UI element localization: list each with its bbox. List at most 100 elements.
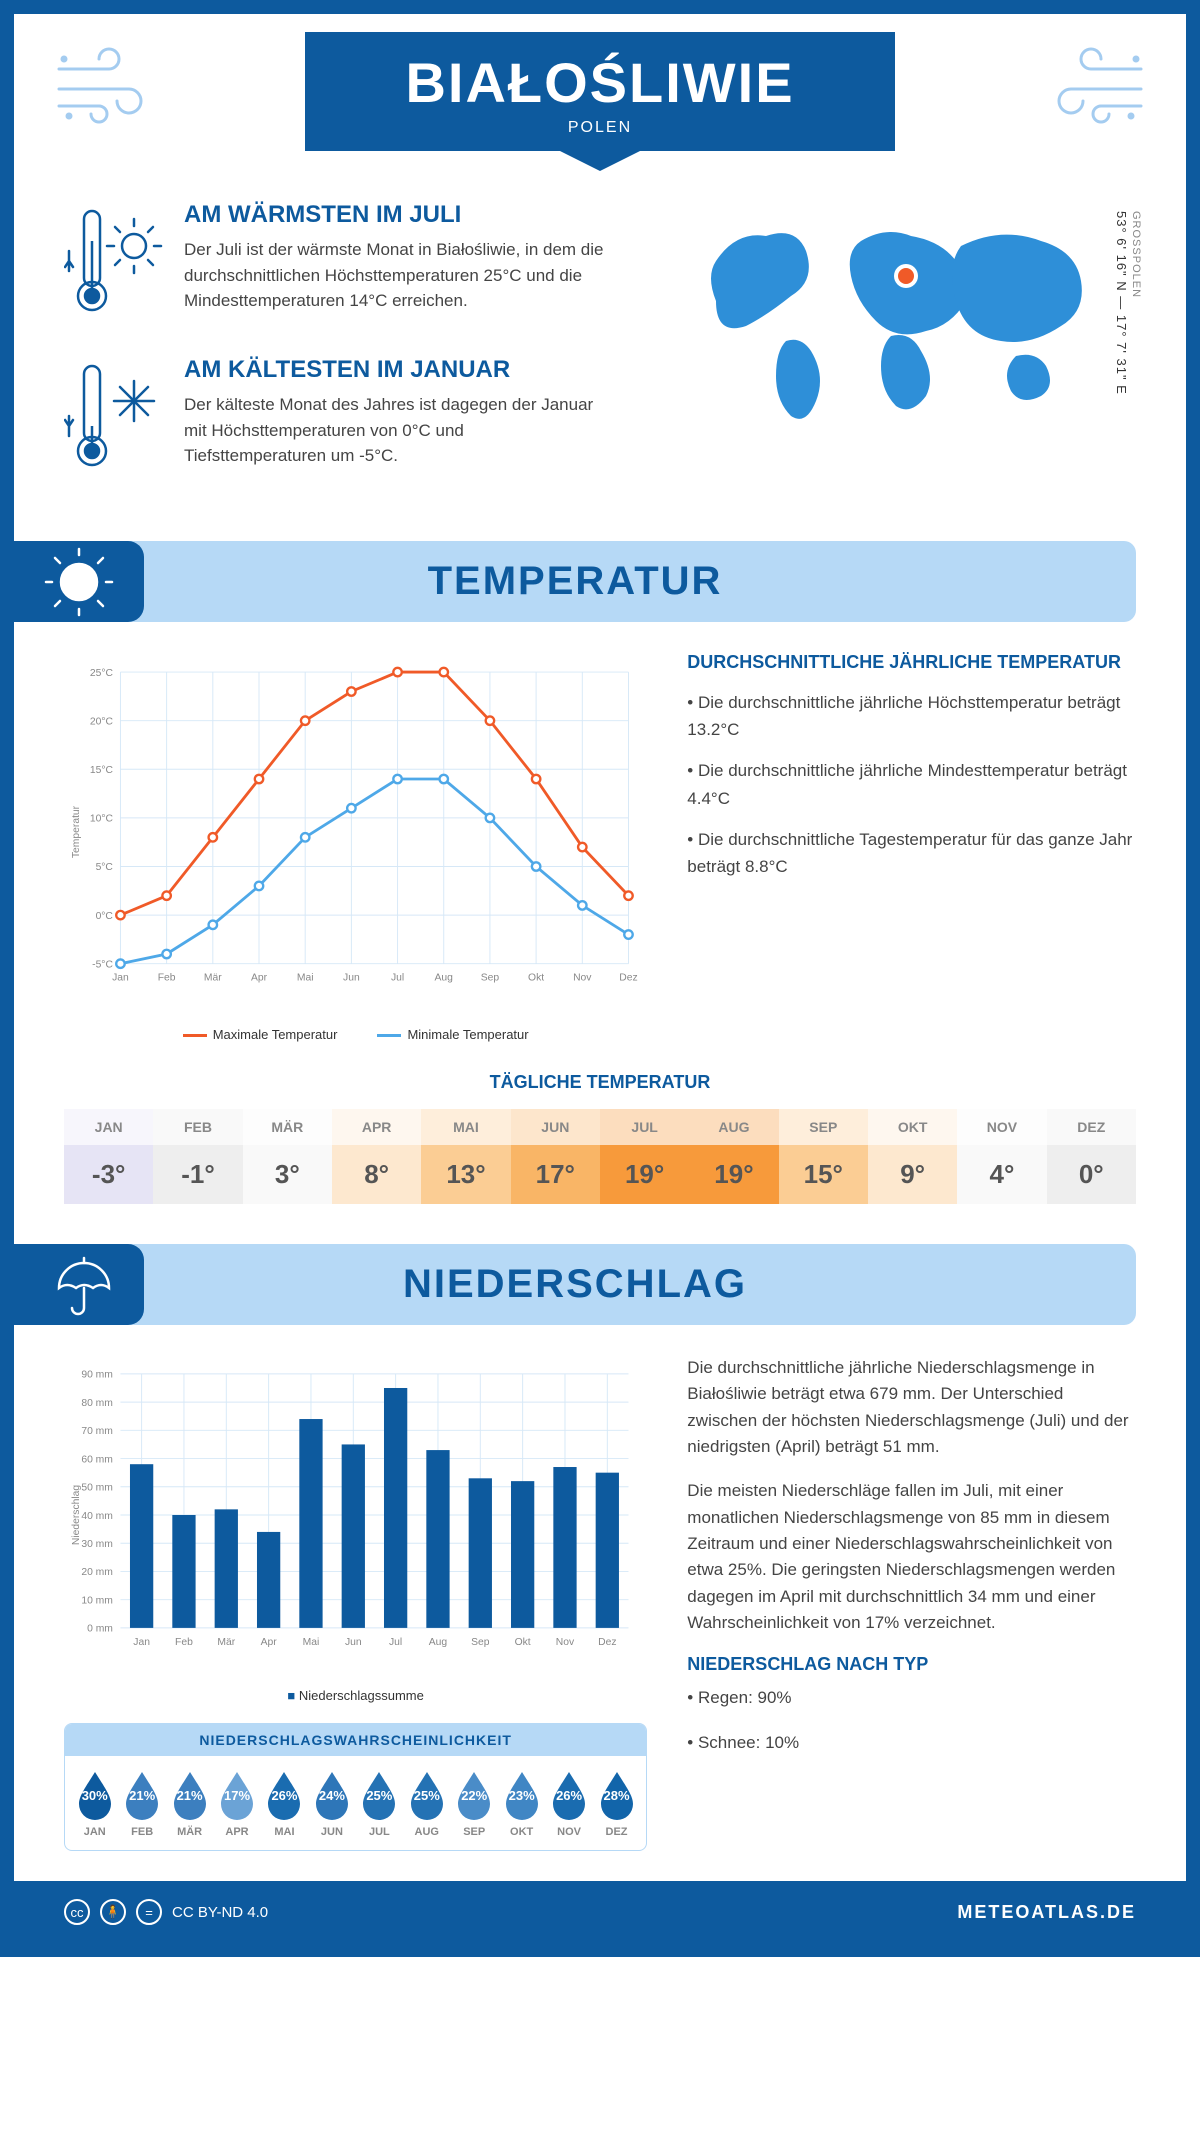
temperature-line-chart: -5°C0°C5°C10°C15°C20°C25°CJanFebMärAprMa… bbox=[64, 652, 647, 1042]
svg-text:Mai: Mai bbox=[303, 1637, 320, 1648]
svg-text:Niederschlag: Niederschlag bbox=[71, 1485, 82, 1546]
svg-text:Okt: Okt bbox=[528, 973, 544, 984]
raindrop-icon: 21% bbox=[118, 1768, 165, 1820]
license-text: CC BY-ND 4.0 bbox=[172, 1904, 268, 1921]
raindrop-icon: 25% bbox=[356, 1768, 403, 1820]
svg-text:Jul: Jul bbox=[391, 973, 404, 984]
warm-text: Der Juli ist der wärmste Monat in Białoś… bbox=[184, 237, 604, 314]
raindrop-icon: 17% bbox=[213, 1768, 260, 1820]
svg-text:0 mm: 0 mm bbox=[87, 1624, 113, 1635]
svg-text:Feb: Feb bbox=[158, 973, 176, 984]
lat-value: 53° 6' 16" N bbox=[1114, 211, 1129, 292]
svg-text:25°C: 25°C bbox=[90, 668, 114, 679]
raindrop-icon: 28% bbox=[593, 1768, 640, 1820]
svg-text:Sep: Sep bbox=[481, 973, 500, 984]
prob-cell: 26% NOV bbox=[545, 1768, 592, 1838]
wind-icon-left bbox=[54, 44, 164, 129]
daily-temp-cell: AUG19° bbox=[689, 1109, 778, 1204]
intro-section: AM WÄRMSTEN IM JULI Der Juli ist der wär… bbox=[14, 201, 1186, 541]
prob-cell: 21% MÄR bbox=[166, 1768, 213, 1838]
raindrop-icon: 22% bbox=[451, 1768, 498, 1820]
svg-text:40 mm: 40 mm bbox=[81, 1511, 113, 1522]
prob-cell: 30% JAN bbox=[71, 1768, 118, 1838]
daily-temp-cell: OKT9° bbox=[868, 1109, 957, 1204]
svg-text:Jan: Jan bbox=[112, 973, 129, 984]
daily-temp-cell: FEB-1° bbox=[153, 1109, 242, 1204]
svg-text:5°C: 5°C bbox=[96, 862, 114, 873]
cc-icon: cc bbox=[64, 1899, 90, 1925]
svg-text:80 mm: 80 mm bbox=[81, 1398, 113, 1409]
prob-cell: 22% SEP bbox=[451, 1768, 498, 1838]
brand-name: METEOATLAS.DE bbox=[957, 1902, 1136, 1923]
raindrop-icon: 30% bbox=[71, 1768, 118, 1820]
umbrella-icon bbox=[14, 1244, 144, 1325]
svg-text:Jul: Jul bbox=[389, 1637, 402, 1648]
nd-icon: = bbox=[136, 1899, 162, 1925]
precipitation-banner: NIEDERSCHLAG bbox=[14, 1244, 1136, 1325]
raindrop-icon: 26% bbox=[545, 1768, 592, 1820]
svg-text:Aug: Aug bbox=[435, 973, 454, 984]
svg-text:Aug: Aug bbox=[429, 1637, 448, 1648]
svg-text:Jan: Jan bbox=[133, 1637, 150, 1648]
region-label: GROSSPOLEN bbox=[1130, 211, 1142, 298]
prob-cell: 24% JUN bbox=[308, 1768, 355, 1838]
precip-para-1: Die durchschnittliche jährliche Niedersc… bbox=[687, 1355, 1136, 1460]
prob-cell: 21% FEB bbox=[118, 1768, 165, 1838]
thermometer-cold-icon bbox=[64, 356, 164, 481]
daily-temp-heading: TÄGLICHE TEMPERATUR bbox=[64, 1072, 1136, 1093]
precip-legend: Niederschlagssumme bbox=[64, 1688, 647, 1703]
svg-text:Apr: Apr bbox=[261, 1637, 278, 1648]
legend-min: Minimale Temperatur bbox=[377, 1027, 528, 1042]
wind-icon-right bbox=[1036, 44, 1146, 129]
prob-cell: 26% MAI bbox=[261, 1768, 308, 1838]
footer: cc 🧍 = CC BY-ND 4.0 METEOATLAS.DE bbox=[14, 1881, 1186, 1943]
temp-info: DURCHSCHNITTLICHE JÄHRLICHE TEMPERATUR •… bbox=[687, 652, 1136, 1042]
temperature-heading: TEMPERATUR bbox=[14, 559, 1136, 604]
daily-temp-cell: MAI13° bbox=[421, 1109, 510, 1204]
city-name: BIAŁOŚLIWIE bbox=[405, 50, 794, 115]
temp-bullet-2: • Die durchschnittliche Tagestemperatur … bbox=[687, 826, 1136, 880]
prob-cell: 17% APR bbox=[213, 1768, 260, 1838]
daily-temp-cell: JAN-3° bbox=[64, 1109, 153, 1204]
cold-text: Der kälteste Monat des Jahres ist dagege… bbox=[184, 392, 604, 469]
cold-title: AM KÄLTESTEN IM JANUAR bbox=[184, 356, 604, 384]
svg-text:Dez: Dez bbox=[619, 973, 637, 984]
world-map-icon bbox=[696, 201, 1096, 431]
precipitation-heading: NIEDERSCHLAG bbox=[14, 1262, 1136, 1307]
thermometer-hot-icon bbox=[64, 201, 164, 326]
temperature-banner: TEMPERATUR bbox=[14, 541, 1136, 622]
warm-title: AM WÄRMSTEN IM JULI bbox=[184, 201, 604, 229]
daily-temp-cell: APR8° bbox=[332, 1109, 421, 1204]
sun-icon bbox=[14, 541, 144, 622]
warm-summary: AM WÄRMSTEN IM JULI Der Juli ist der wär… bbox=[64, 201, 666, 326]
prob-cell: 25% JUL bbox=[356, 1768, 403, 1838]
precip-type-heading: NIEDERSCHLAG NACH TYP bbox=[687, 1654, 1136, 1675]
svg-text:70 mm: 70 mm bbox=[81, 1426, 113, 1437]
svg-text:Okt: Okt bbox=[515, 1637, 531, 1648]
svg-text:Temperatur: Temperatur bbox=[71, 805, 82, 858]
daily-temp-cell: MÄR3° bbox=[243, 1109, 332, 1204]
precip-info: Die durchschnittliche jährliche Niedersc… bbox=[687, 1355, 1136, 1851]
svg-text:-5°C: -5°C bbox=[92, 959, 113, 970]
daily-temp-table: JAN-3°FEB-1°MÄR3°APR8°MAI13°JUN17°JUL19°… bbox=[64, 1109, 1136, 1204]
svg-text:Jun: Jun bbox=[343, 973, 360, 984]
precipitation-bar-chart: 0 mm10 mm20 mm30 mm40 mm50 mm60 mm70 mm8… bbox=[64, 1355, 647, 1703]
precip-para-2: Die meisten Niederschläge fallen im Juli… bbox=[687, 1478, 1136, 1636]
raindrop-icon: 25% bbox=[403, 1768, 450, 1820]
svg-text:Jun: Jun bbox=[345, 1637, 362, 1648]
svg-text:15°C: 15°C bbox=[90, 765, 114, 776]
svg-text:Nov: Nov bbox=[573, 973, 592, 984]
raindrop-icon: 24% bbox=[308, 1768, 355, 1820]
svg-text:Mai: Mai bbox=[297, 973, 314, 984]
daily-temp-cell: DEZ0° bbox=[1047, 1109, 1136, 1204]
map-block: GROSSPOLEN 53° 6' 16" N — 17° 7' 31" E bbox=[696, 201, 1136, 511]
daily-temp-cell: NOV4° bbox=[957, 1109, 1046, 1204]
daily-temp-cell: JUL19° bbox=[600, 1109, 689, 1204]
prob-cell: 28% DEZ bbox=[593, 1768, 640, 1838]
raindrop-icon: 23% bbox=[498, 1768, 545, 1820]
temp-info-heading: DURCHSCHNITTLICHE JÄHRLICHE TEMPERATUR bbox=[687, 652, 1136, 673]
license-block: cc 🧍 = CC BY-ND 4.0 bbox=[64, 1899, 268, 1925]
svg-text:20 mm: 20 mm bbox=[81, 1567, 113, 1578]
cold-summary: AM KÄLTESTEN IM JANUAR Der kälteste Mona… bbox=[64, 356, 666, 481]
prob-cell: 25% AUG bbox=[403, 1768, 450, 1838]
